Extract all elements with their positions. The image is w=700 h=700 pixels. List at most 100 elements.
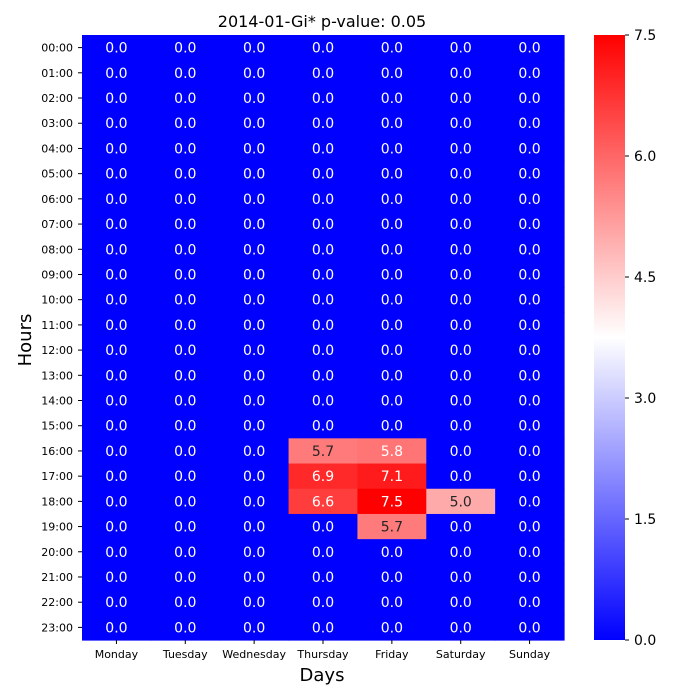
cell-value-label: 0.0 bbox=[450, 116, 472, 132]
cell-value-label: 0.0 bbox=[518, 217, 540, 233]
cell-value-label: 0.0 bbox=[105, 595, 127, 611]
chart-title: 2014-01-Gi* p-value: 0.05 bbox=[218, 12, 426, 31]
cell-value-label: 0.0 bbox=[518, 620, 540, 636]
cell-value-label: 0.0 bbox=[174, 520, 196, 536]
cell-value-label: 0.0 bbox=[243, 394, 265, 410]
heatmap-cell bbox=[426, 614, 496, 641]
cell-value-label: 0.0 bbox=[243, 494, 265, 510]
heatmap-cell bbox=[495, 413, 565, 439]
heatmap-cell bbox=[357, 236, 427, 263]
cell-value-label: 0.0 bbox=[518, 444, 540, 460]
colorbar-tick-label: 3.0 bbox=[634, 391, 656, 407]
cell-value-label: 0.0 bbox=[105, 41, 127, 57]
cell-value-label: 0.0 bbox=[518, 469, 540, 485]
heatmap-cell bbox=[219, 488, 290, 515]
heatmap-cell bbox=[288, 337, 359, 364]
x-tick-label: Tuesday bbox=[162, 648, 208, 661]
heatmap-cell bbox=[82, 614, 152, 641]
colorbar-tick-label: 7.5 bbox=[634, 28, 656, 44]
heatmap-cell bbox=[219, 312, 290, 339]
heatmap-cell bbox=[426, 488, 496, 515]
heatmap-cell bbox=[150, 362, 221, 389]
cell-value-label: 0.0 bbox=[518, 343, 540, 359]
cell-value-label: 0.0 bbox=[381, 242, 403, 258]
heatmap-cells bbox=[82, 35, 565, 641]
heatmap-cell bbox=[150, 110, 221, 137]
cell-value-label: 0.0 bbox=[450, 318, 472, 334]
cell-value-label: 0.0 bbox=[243, 620, 265, 636]
cell-value-label: 0.0 bbox=[174, 419, 196, 435]
cell-value-label: 0.0 bbox=[450, 545, 472, 561]
colorbar-tick-label: 0.0 bbox=[634, 633, 656, 649]
heatmap-cell bbox=[426, 261, 496, 288]
cell-value-label: 5.7 bbox=[381, 520, 403, 536]
cell-value-label: 0.0 bbox=[105, 66, 127, 82]
heatmap-cell bbox=[426, 513, 496, 540]
cell-value-label: 0.0 bbox=[312, 570, 334, 586]
heatmap-cell bbox=[219, 614, 290, 641]
cell-value-label: 0.0 bbox=[312, 116, 334, 132]
cell-value-label: 0.0 bbox=[518, 41, 540, 57]
cell-value-label: 0.0 bbox=[105, 444, 127, 460]
heatmap-cell bbox=[288, 463, 359, 490]
cell-value-label: 0.0 bbox=[174, 242, 196, 258]
cell-value-label: 0.0 bbox=[105, 570, 127, 586]
heatmap-cell bbox=[219, 60, 290, 87]
heatmap-cell bbox=[82, 312, 152, 339]
heatmap-cell bbox=[150, 312, 221, 339]
heatmap-cell bbox=[82, 110, 152, 137]
heatmap-cell bbox=[82, 186, 152, 213]
cell-value-label: 0.0 bbox=[312, 293, 334, 309]
heatmap-cell bbox=[357, 539, 427, 565]
cell-value-label: 0.0 bbox=[381, 66, 403, 82]
cell-value-label: 0.0 bbox=[312, 41, 334, 57]
cell-value-label: 0.0 bbox=[518, 595, 540, 611]
cell-value-label: 0.0 bbox=[243, 318, 265, 334]
cell-value-label: 0.0 bbox=[105, 620, 127, 636]
heatmap-cell bbox=[357, 135, 427, 162]
heatmap-cell bbox=[150, 60, 221, 87]
heatmap-cell bbox=[426, 337, 496, 364]
cell-value-label: 0.0 bbox=[174, 217, 196, 233]
cell-value-label: 0.0 bbox=[381, 141, 403, 157]
cell-value-label: 0.0 bbox=[312, 217, 334, 233]
heatmap-cell bbox=[219, 564, 290, 591]
heatmap-cell bbox=[150, 211, 221, 238]
heatmap-cell bbox=[495, 135, 565, 162]
heatmap-cell bbox=[288, 488, 359, 515]
cell-value-label: 0.0 bbox=[243, 167, 265, 183]
heatmap-cell bbox=[357, 312, 427, 339]
heatmap-cell bbox=[219, 211, 290, 238]
cell-value-label: 0.0 bbox=[312, 242, 334, 258]
cell-value-label: 0.0 bbox=[312, 368, 334, 384]
cell-value-label: 0.0 bbox=[518, 293, 540, 309]
y-tick-label: 22:00 bbox=[41, 596, 73, 609]
cell-value-label: 0.0 bbox=[243, 267, 265, 283]
heatmap-cell bbox=[357, 161, 427, 187]
heatmap-cell bbox=[82, 413, 152, 439]
cell-value-label: 0.0 bbox=[174, 469, 196, 485]
cell-value-label: 0.0 bbox=[450, 444, 472, 460]
heatmap-cell bbox=[82, 488, 152, 515]
y-tick-label: 19:00 bbox=[41, 521, 73, 534]
cell-value-label: 0.0 bbox=[450, 343, 472, 359]
cell-value-label: 0.0 bbox=[174, 444, 196, 460]
cell-value-label: 0.0 bbox=[518, 545, 540, 561]
heatmap-cell bbox=[426, 463, 496, 490]
heatmap-cell bbox=[426, 236, 496, 263]
cell-value-label: 0.0 bbox=[105, 545, 127, 561]
cell-value-label: 0.0 bbox=[243, 141, 265, 157]
heatmap-cell bbox=[426, 161, 496, 187]
y-tick-label: 05:00 bbox=[41, 168, 73, 181]
heatmap-cell bbox=[150, 438, 221, 465]
heatmap-cell bbox=[288, 513, 359, 540]
cell-value-label: 0.0 bbox=[518, 419, 540, 435]
y-tick-label: 08:00 bbox=[41, 243, 73, 256]
heatmap-cell bbox=[426, 60, 496, 87]
cell-value-label: 7.1 bbox=[381, 469, 403, 485]
x-axis-label: Days bbox=[300, 665, 345, 686]
heatmap-cell bbox=[288, 186, 359, 213]
cell-value-label: 0.0 bbox=[174, 116, 196, 132]
cell-value-label: 0.0 bbox=[518, 91, 540, 107]
cell-value-label: 0.0 bbox=[105, 167, 127, 183]
